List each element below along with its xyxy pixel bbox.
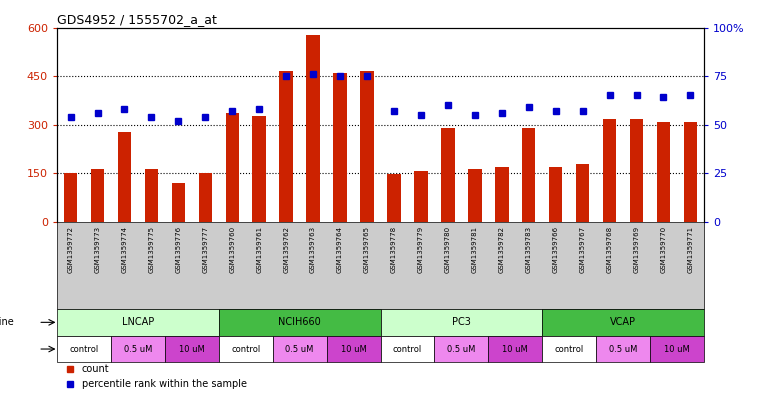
Bar [380,336,435,362]
Bar [387,174,401,222]
Bar [219,309,380,336]
Text: control: control [393,345,422,354]
Bar [111,336,165,362]
Text: LNCAP: LNCAP [122,317,154,327]
Bar [91,169,104,222]
Bar [495,167,508,222]
Text: GSM1359775: GSM1359775 [148,226,154,273]
Text: GSM1359780: GSM1359780 [445,226,451,273]
Bar [145,169,158,222]
Text: GDS4952 / 1555702_a_at: GDS4952 / 1555702_a_at [57,13,217,26]
Bar [596,336,650,362]
Bar [172,183,185,222]
Text: GSM1359776: GSM1359776 [175,226,181,273]
Bar [657,122,670,222]
Text: GSM1359781: GSM1359781 [472,226,478,273]
Bar [549,167,562,222]
Bar [225,113,239,222]
Text: GSM1359762: GSM1359762 [283,226,289,273]
Text: 10 uM: 10 uM [341,345,367,354]
Bar [414,171,428,222]
Bar [603,119,616,222]
Text: GSM1359763: GSM1359763 [310,226,316,273]
Text: GSM1359766: GSM1359766 [552,226,559,273]
Bar [441,129,454,222]
Text: 10 uM: 10 uM [664,345,690,354]
Text: GSM1359764: GSM1359764 [337,226,343,273]
Bar [683,122,697,222]
Text: count: count [81,364,110,374]
Bar [522,128,536,222]
Text: control: control [231,345,260,354]
Bar [543,309,704,336]
Bar [435,336,489,362]
Text: GSM1359760: GSM1359760 [229,226,235,273]
Text: GSM1359773: GSM1359773 [94,226,100,273]
Text: PC3: PC3 [452,317,471,327]
Text: NCIH660: NCIH660 [279,317,321,327]
Bar [630,119,643,222]
Text: 10 uM: 10 uM [502,345,528,354]
Bar [543,336,596,362]
Text: GSM1359777: GSM1359777 [202,226,209,273]
Text: GSM1359779: GSM1359779 [418,226,424,273]
Bar [279,71,293,222]
Text: 0.5 uM: 0.5 uM [124,345,152,354]
Bar [333,73,347,222]
Bar [326,336,380,362]
Bar [468,169,482,222]
Text: GSM1359783: GSM1359783 [526,226,532,273]
Text: GSM1359778: GSM1359778 [391,226,397,273]
Bar [64,173,78,222]
Text: GSM1359767: GSM1359767 [580,226,586,273]
Text: cell line: cell line [0,317,14,327]
Bar [307,35,320,222]
Bar [650,336,704,362]
Text: 0.5 uM: 0.5 uM [285,345,314,354]
Bar [360,71,374,222]
Bar [165,336,219,362]
Text: GSM1359769: GSM1359769 [634,226,639,273]
Text: GSM1359782: GSM1359782 [498,226,505,273]
Text: GSM1359765: GSM1359765 [364,226,370,273]
Text: GSM1359772: GSM1359772 [68,226,74,273]
Text: percentile rank within the sample: percentile rank within the sample [81,379,247,389]
Bar [253,116,266,222]
Text: GSM1359771: GSM1359771 [687,226,693,273]
Text: GSM1359768: GSM1359768 [607,226,613,273]
Bar [219,336,272,362]
Text: GSM1359774: GSM1359774 [122,226,127,273]
Bar [57,336,111,362]
Text: 10 uM: 10 uM [179,345,205,354]
Text: control: control [69,345,99,354]
Text: GSM1359770: GSM1359770 [661,226,667,273]
Text: 0.5 uM: 0.5 uM [447,345,476,354]
Bar [380,309,542,336]
Text: GSM1359761: GSM1359761 [256,226,263,273]
Bar [576,164,589,222]
Bar [489,336,542,362]
Bar [118,132,131,222]
Text: 0.5 uM: 0.5 uM [609,345,637,354]
Bar [272,336,326,362]
Bar [57,309,219,336]
Text: VCAP: VCAP [610,317,636,327]
Bar [199,173,212,222]
Text: control: control [555,345,584,354]
